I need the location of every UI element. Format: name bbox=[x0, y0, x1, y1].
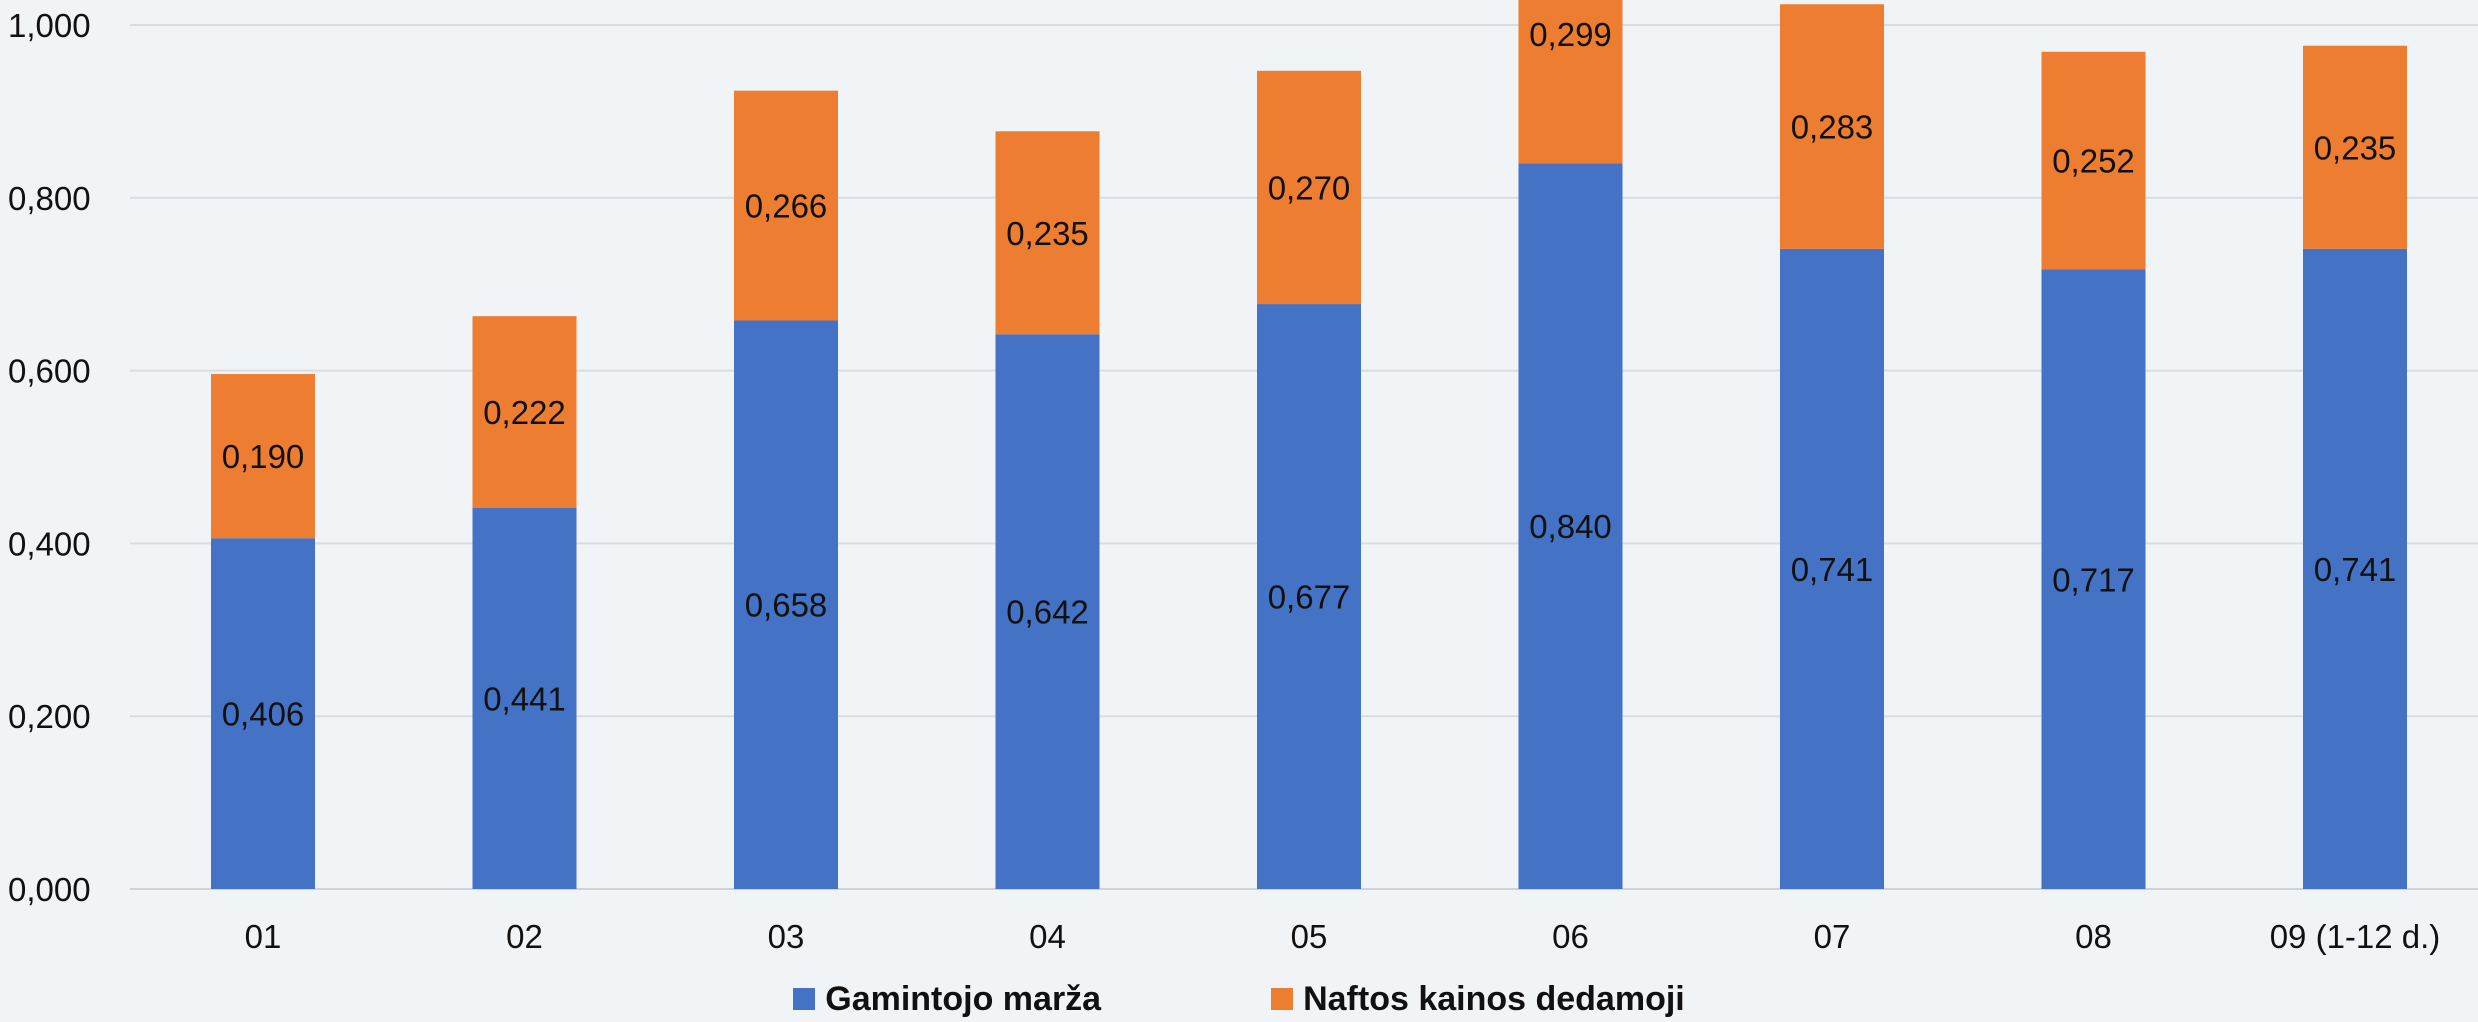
legend-swatch-naftos-kainos bbox=[1271, 988, 1294, 1010]
legend-label-gamintojo-marza: Gamintojo marža bbox=[825, 979, 1102, 1018]
bar-gamintojo-marza bbox=[734, 320, 838, 889]
x-tick-label: 05 bbox=[1291, 918, 1328, 955]
bar-gamintojo-marza bbox=[995, 334, 1100, 889]
data-label: 0,741 bbox=[1791, 551, 1874, 588]
y-tick-label: 0,200 bbox=[8, 698, 91, 735]
y-tick-label: 0,800 bbox=[8, 180, 91, 217]
x-tick-label: 01 bbox=[245, 918, 282, 955]
data-label: 0,642 bbox=[1006, 594, 1089, 631]
y-tick-label: 0,600 bbox=[8, 353, 91, 390]
bar-naftos-kainos bbox=[995, 131, 1100, 335]
data-label: 0,190 bbox=[222, 438, 305, 475]
bar-gamintojo-marza bbox=[472, 507, 577, 889]
bar-gamintojo-marza bbox=[1257, 304, 1361, 889]
bar-naftos-kainos bbox=[1257, 70, 1361, 305]
bar-naftos-kainos bbox=[211, 374, 315, 539]
legend-item-naftos-kainos: Naftos kainos dedamoji bbox=[1271, 980, 1685, 1019]
data-label: 0,235 bbox=[1006, 215, 1089, 252]
bar-gamintojo-marza bbox=[2303, 248, 2407, 889]
legend-label-naftos-kainos: Naftos kainos dedamoji bbox=[1303, 979, 1685, 1018]
legend-item-gamintojo-marza: Gamintojo marža bbox=[793, 980, 1101, 1019]
bar-gamintojo-marza bbox=[1518, 163, 1623, 890]
x-tick-label: 07 bbox=[1814, 918, 1851, 955]
bar-gamintojo-marza bbox=[211, 538, 315, 889]
x-tick-label: 03 bbox=[768, 918, 805, 955]
data-label: 0,252 bbox=[2052, 143, 2135, 180]
data-label: 0,270 bbox=[1268, 169, 1351, 206]
legend: Gamintojo marža Naftos kainos dedamoji bbox=[0, 980, 2478, 1019]
x-tick-label: 02 bbox=[506, 918, 543, 955]
bar-naftos-kainos bbox=[2303, 45, 2407, 249]
data-label: 0,840 bbox=[1529, 508, 1612, 545]
x-tick-label: 08 bbox=[2075, 918, 2112, 955]
data-label: 0,283 bbox=[1791, 109, 1874, 146]
data-label: 0,741 bbox=[2314, 551, 2397, 588]
bar-naftos-kainos bbox=[1518, 0, 1623, 164]
data-label: 0,441 bbox=[483, 680, 566, 717]
data-label: 0,717 bbox=[2052, 561, 2135, 598]
bar-gamintojo-marza bbox=[2041, 269, 2146, 890]
data-label: 0,406 bbox=[222, 696, 305, 733]
y-tick-label: 0,000 bbox=[8, 871, 91, 908]
bar-naftos-kainos bbox=[734, 90, 838, 321]
legend-swatch-gamintojo-marza bbox=[793, 988, 816, 1010]
data-label: 0,266 bbox=[745, 188, 828, 225]
x-tick-label: 06 bbox=[1552, 918, 1589, 955]
y-tick-label: 1,000 bbox=[8, 7, 91, 44]
data-label: 0,235 bbox=[2314, 129, 2397, 166]
bar-naftos-kainos bbox=[2041, 51, 2146, 270]
data-label: 0,677 bbox=[1268, 579, 1351, 616]
x-tick-label: 04 bbox=[1029, 918, 1066, 955]
bar-naftos-kainos bbox=[1780, 4, 1884, 249]
data-label: 0,658 bbox=[745, 587, 828, 624]
data-label: 0,299 bbox=[1529, 16, 1612, 53]
data-label: 0,222 bbox=[483, 394, 566, 431]
bar-gamintojo-marza bbox=[1780, 248, 1884, 889]
y-tick-label: 0,400 bbox=[8, 525, 91, 562]
x-tick-label: 09 (1-12 d.) bbox=[2270, 918, 2441, 955]
bar-naftos-kainos bbox=[472, 316, 577, 508]
